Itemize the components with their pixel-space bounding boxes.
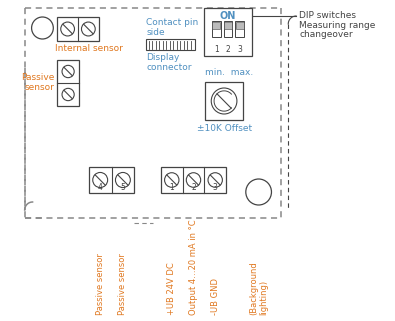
Bar [224, 22, 232, 29]
Text: DIP switches: DIP switches [299, 11, 356, 20]
Text: -UB GND: -UB GND [211, 278, 220, 315]
Circle shape [61, 22, 75, 36]
Text: 1: 1 [169, 183, 174, 192]
Circle shape [62, 88, 74, 101]
Circle shape [186, 173, 201, 187]
Circle shape [165, 173, 179, 187]
Circle shape [115, 172, 130, 187]
Text: Output 4…20 mA in °C: Output 4…20 mA in °C [189, 219, 198, 315]
Circle shape [81, 22, 95, 36]
Bar [146, 39, 196, 50]
Text: Contact pin
side: Contact pin side [146, 18, 198, 38]
Bar [57, 60, 79, 106]
Bar [224, 21, 233, 37]
Bar [204, 8, 252, 56]
Text: changeover: changeover [299, 30, 353, 39]
Text: (Background
lighting): (Background lighting) [249, 261, 268, 315]
Text: Passive sensor: Passive sensor [118, 253, 128, 315]
Text: 2: 2 [226, 45, 230, 54]
Text: Passive: Passive [21, 74, 54, 82]
Text: 3: 3 [213, 183, 218, 192]
Text: min.  max.: min. max. [205, 68, 254, 77]
Bar [212, 21, 221, 37]
Text: 4: 4 [98, 183, 103, 192]
Text: +UB 24V DC: +UB 24V DC [167, 262, 176, 315]
Bar [89, 167, 134, 193]
Bar [161, 167, 226, 193]
Bar [235, 21, 245, 37]
Text: Internal sensor: Internal sensor [55, 44, 123, 53]
Bar [205, 82, 243, 120]
Bar [236, 22, 244, 29]
Circle shape [62, 65, 74, 78]
Circle shape [93, 172, 108, 187]
Text: 5: 5 [120, 183, 125, 192]
Circle shape [208, 173, 222, 187]
Circle shape [211, 88, 237, 114]
Text: 1: 1 [214, 45, 218, 54]
Text: Display
connector: Display connector [146, 53, 192, 73]
Text: sensor: sensor [24, 83, 54, 92]
Text: Passive sensor: Passive sensor [96, 253, 105, 315]
Text: 3: 3 [237, 45, 242, 54]
Bar [57, 17, 99, 41]
Bar [212, 22, 220, 29]
Text: ON: ON [220, 11, 236, 21]
Text: ±10K Offset: ±10K Offset [197, 124, 252, 133]
Text: 2: 2 [191, 183, 196, 192]
Text: Measuring range: Measuring range [299, 21, 376, 30]
